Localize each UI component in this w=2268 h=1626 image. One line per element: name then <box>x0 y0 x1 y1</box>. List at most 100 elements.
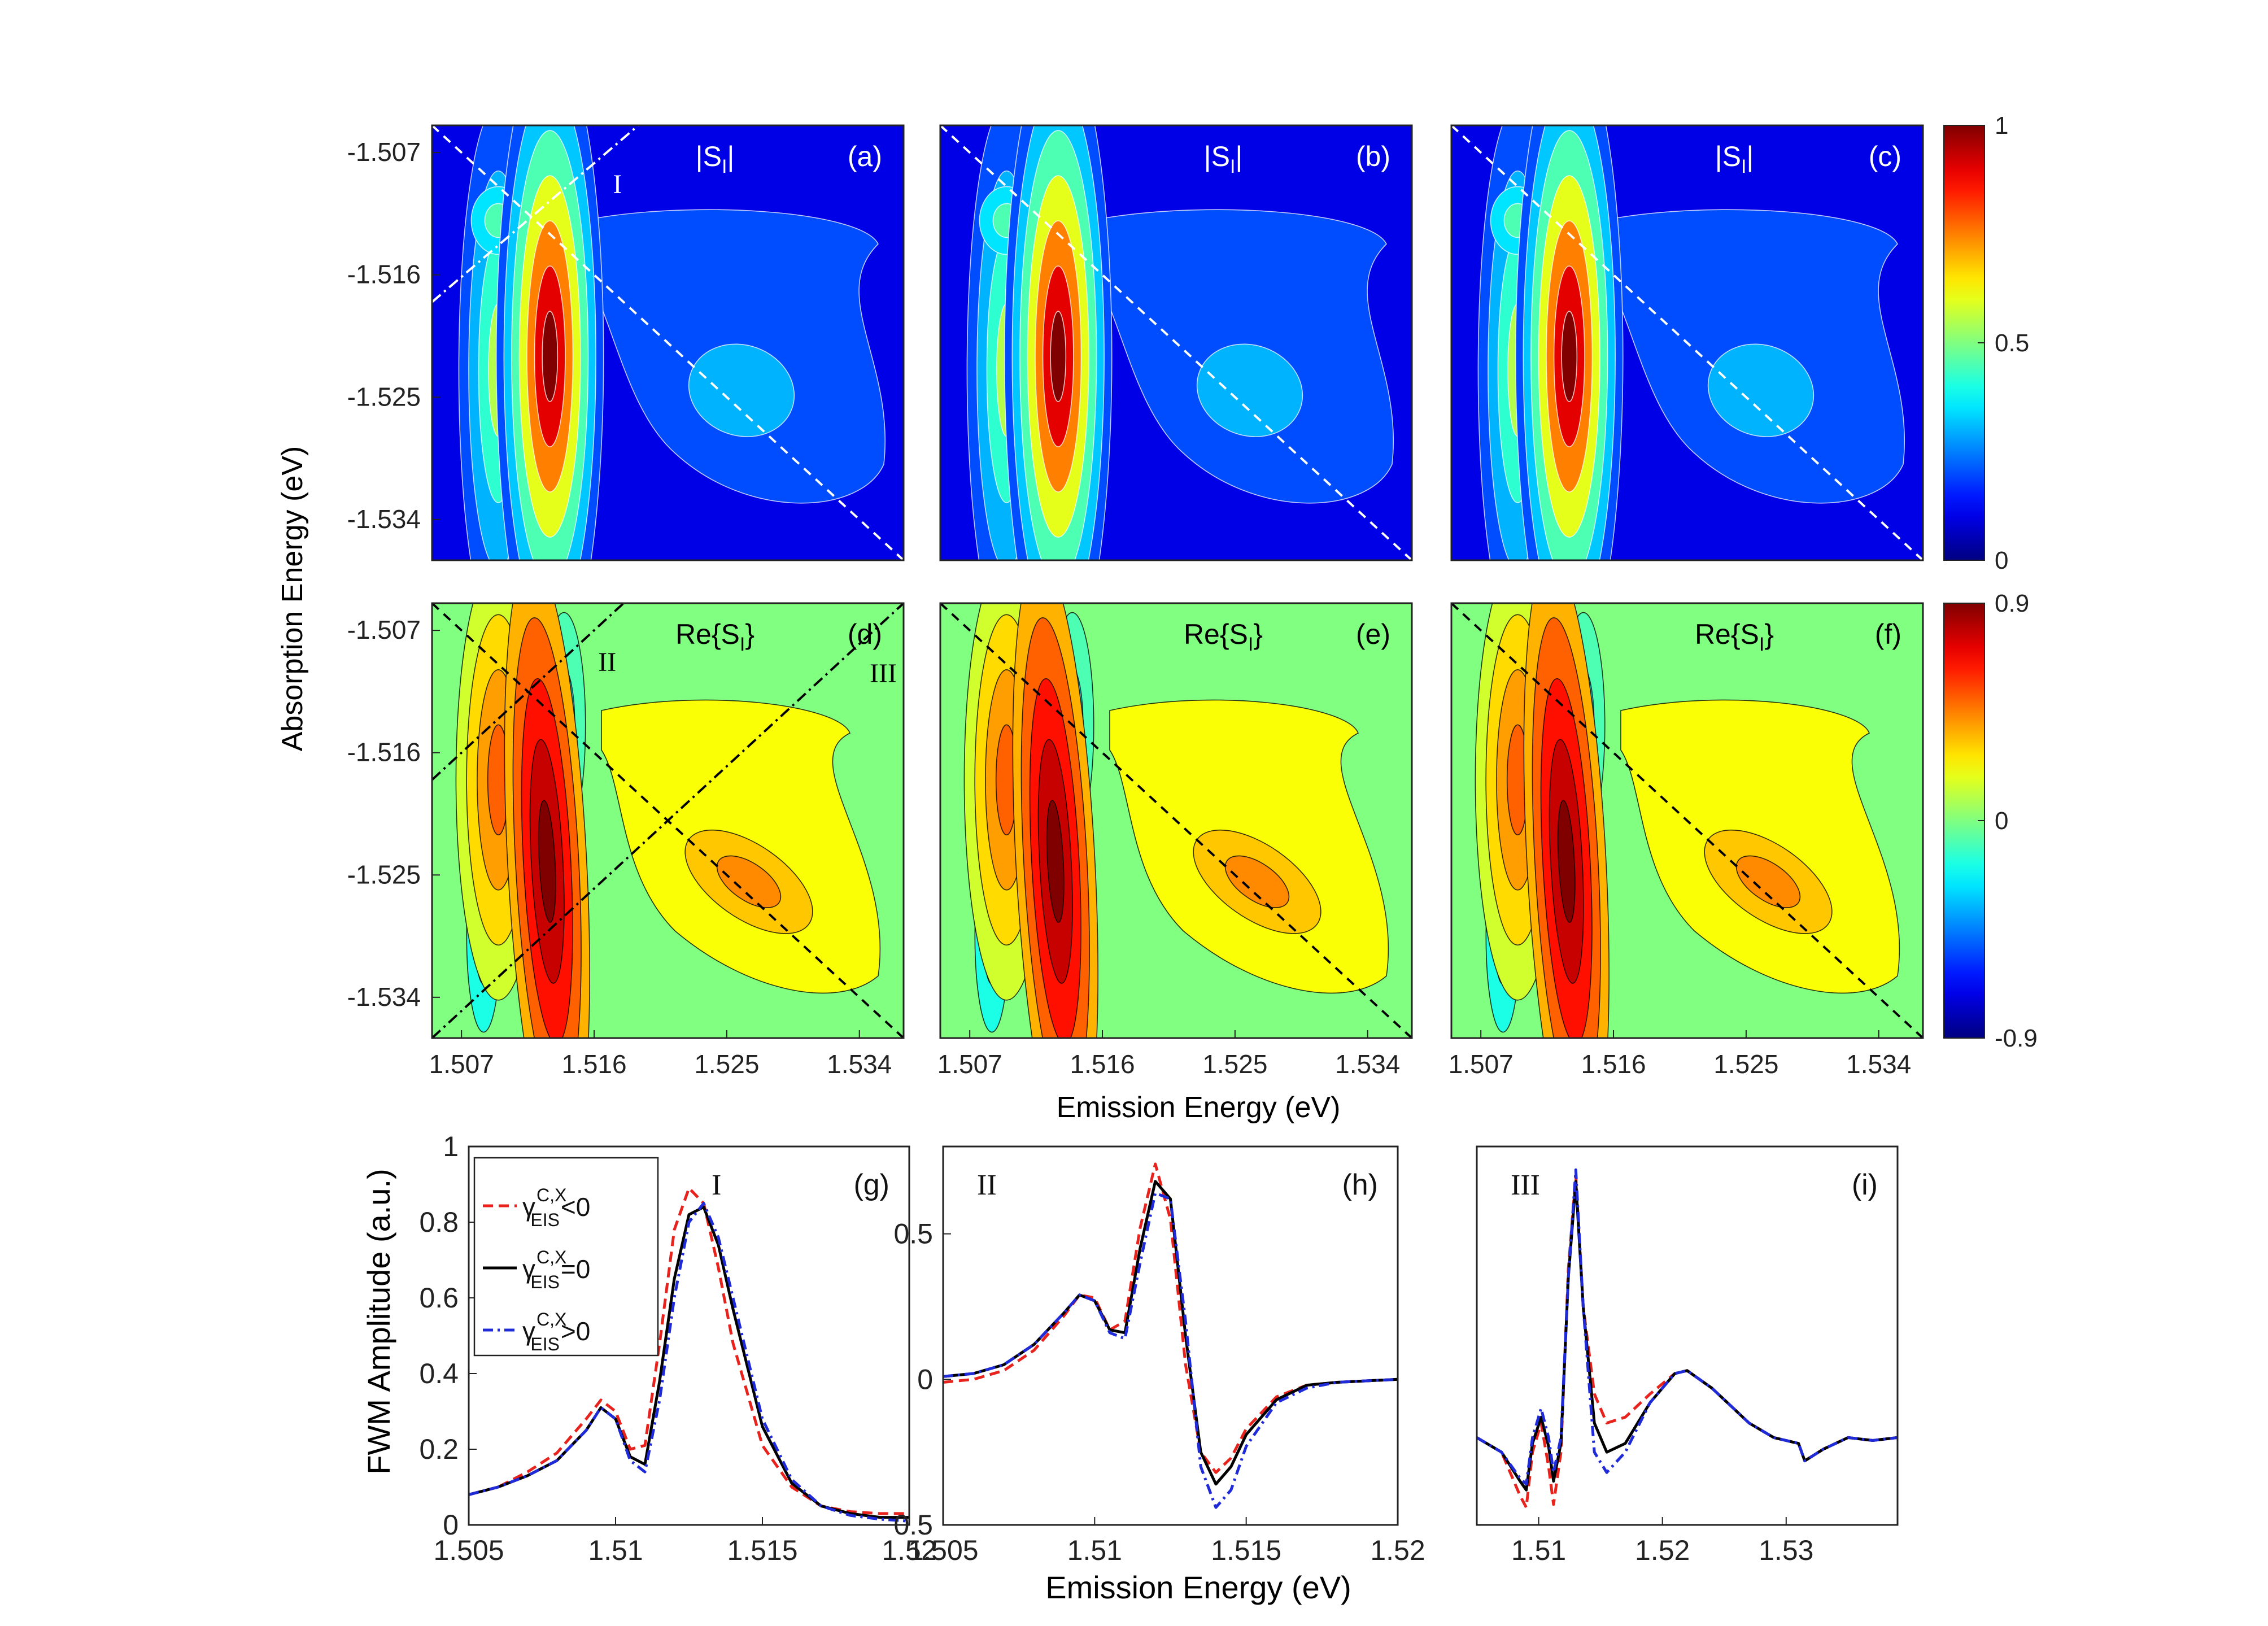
map-frame <box>1450 124 1924 561</box>
colorbar-bottom: 0.9 0 -0.9 <box>1943 590 2038 1052</box>
panel-label: (g) <box>853 1169 889 1201</box>
series-group <box>469 1187 909 1523</box>
guide-line-dashdot <box>432 603 904 1038</box>
cut-label: I <box>712 1169 721 1201</box>
cut-label: II <box>977 1169 997 1201</box>
map-main-column <box>1046 800 1065 923</box>
guide-line-dashed <box>940 125 1412 560</box>
map-panel-b: |SI| (b) <box>939 124 1413 561</box>
map-main-column <box>542 311 559 402</box>
y-tick-label: 0.4 <box>419 1358 459 1389</box>
legend-condition: >0 <box>561 1317 590 1346</box>
title-subscript: I <box>1230 156 1235 177</box>
title-part: | <box>1235 141 1242 172</box>
guide-line-dashed <box>432 125 904 560</box>
legend-box <box>473 1157 659 1357</box>
map-title: |SI| <box>696 141 735 177</box>
legend-superscript: C,X <box>537 1247 566 1267</box>
y-tick-label: 1 <box>443 1131 459 1162</box>
y-tick-label: 0 <box>443 1509 459 1541</box>
legend-subscript: EIS <box>530 1210 560 1230</box>
series-line-3 <box>1477 1168 1898 1486</box>
y-tick-label: -1.525 <box>347 860 421 889</box>
y-tick-label: 0 <box>917 1363 933 1395</box>
x-tick-label: 1.507 <box>937 1049 1002 1079</box>
guide-line-dashed <box>1451 125 1923 560</box>
map-panel-a: I|SI| (a)-1.507-1.516-1.525-1.534 <box>347 124 905 561</box>
y-tick-label: -1.525 <box>347 382 421 411</box>
legend-subscript: EIS <box>530 1334 560 1354</box>
plot-background <box>1477 1147 1898 1525</box>
panel-label: (e) <box>1356 618 1390 650</box>
x-tick-label: 1.505 <box>433 1535 504 1566</box>
legend-subscript: EIS <box>530 1272 560 1292</box>
map-frame <box>1450 602 1924 1039</box>
series-line-1 <box>943 1162 1398 1474</box>
series-line-3 <box>469 1202 909 1523</box>
panel-label: (d) <box>848 618 882 650</box>
x-axis-label-lines: Emission Energy (eV) <box>1045 1570 1351 1605</box>
colorbar-tick-label: 0.5 <box>1995 329 2029 357</box>
x-tick-label: 1.525 <box>694 1049 759 1079</box>
map-frame <box>431 124 905 561</box>
y-tick-label: 0.5 <box>893 1509 933 1541</box>
x-axis-label-maps: Emission Energy (eV) <box>1057 1091 1341 1124</box>
y-tick-label: -1.534 <box>347 504 421 534</box>
x-tick-label: 1.52 <box>1370 1535 1425 1566</box>
map-cross-peak <box>1196 343 1303 437</box>
title-part: | <box>1746 141 1754 172</box>
map-contours <box>432 603 904 1038</box>
cut-label: III <box>1511 1169 1540 1201</box>
colorbar-tick-label: -0.9 <box>1995 1025 2038 1052</box>
x-tick-label: 1.52 <box>882 1535 936 1566</box>
legend-entry-3: γC,X EIS>0 <box>522 1309 590 1354</box>
y-tick-label: 0.5 <box>893 1218 933 1250</box>
title-part: |S <box>696 141 722 172</box>
x-tick-label: 1.515 <box>1211 1535 1281 1566</box>
map-cross-peak <box>688 343 795 437</box>
legend-condition: <0 <box>561 1192 590 1222</box>
map-contours <box>1451 125 1923 560</box>
x-tick-label: 1.516 <box>1581 1049 1646 1079</box>
title-part: |S <box>1715 141 1741 172</box>
map-panel-e: Re{SI} (e) 1.507 1.516 1.525 1.534 <box>937 602 1413 1079</box>
title-subscript: I <box>740 634 745 655</box>
x-tick-label: 1.516 <box>561 1049 626 1079</box>
x-tick-label: 1.507 <box>1449 1049 1514 1079</box>
title-part: Re{S <box>1695 618 1759 650</box>
y-tick-label: -1.507 <box>347 615 421 644</box>
map-cross-peak <box>1707 343 1815 437</box>
y-axis-label-lines: FWM Amplitude (a.u.) <box>361 1169 396 1474</box>
legend-condition: =0 <box>561 1254 590 1284</box>
guide-line-dashdot <box>432 125 639 303</box>
map-cross-peak <box>716 855 782 908</box>
map-title: |SI| <box>1715 141 1754 177</box>
legend-gamma: γ <box>522 1254 535 1284</box>
title-part: } <box>745 618 754 650</box>
legend-entry-2: γC,X EIS=0 <box>522 1247 590 1292</box>
colorbar-tick-label: 1 <box>1995 112 2008 140</box>
title-subscript: I <box>1759 634 1764 655</box>
legend-entry-1: γC,X EIS<0 <box>522 1185 590 1230</box>
panel-label: (c) <box>1869 141 1901 172</box>
x-tick-label: 1.525 <box>1202 1049 1267 1079</box>
x-tick-label: 1.507 <box>429 1049 494 1079</box>
y-tick-label: -1.516 <box>347 738 421 767</box>
map-contours <box>1451 603 1923 1038</box>
guide-line-dashed <box>940 603 1412 1038</box>
legend-superscript: C,X <box>537 1309 566 1329</box>
guide-line-dashed <box>1451 603 1923 1038</box>
legend-gamma: γ <box>522 1192 535 1222</box>
series-group <box>943 1162 1398 1509</box>
panel-label: (i) <box>1852 1169 1878 1201</box>
x-tick-label: 1.534 <box>1846 1049 1911 1079</box>
map-title: |SI| <box>1204 141 1243 177</box>
y-tick-label: 0.6 <box>419 1282 459 1314</box>
cut-label-III: III <box>870 659 897 688</box>
map-main-column <box>1561 311 1578 402</box>
x-tick-label: 1.534 <box>827 1049 892 1079</box>
